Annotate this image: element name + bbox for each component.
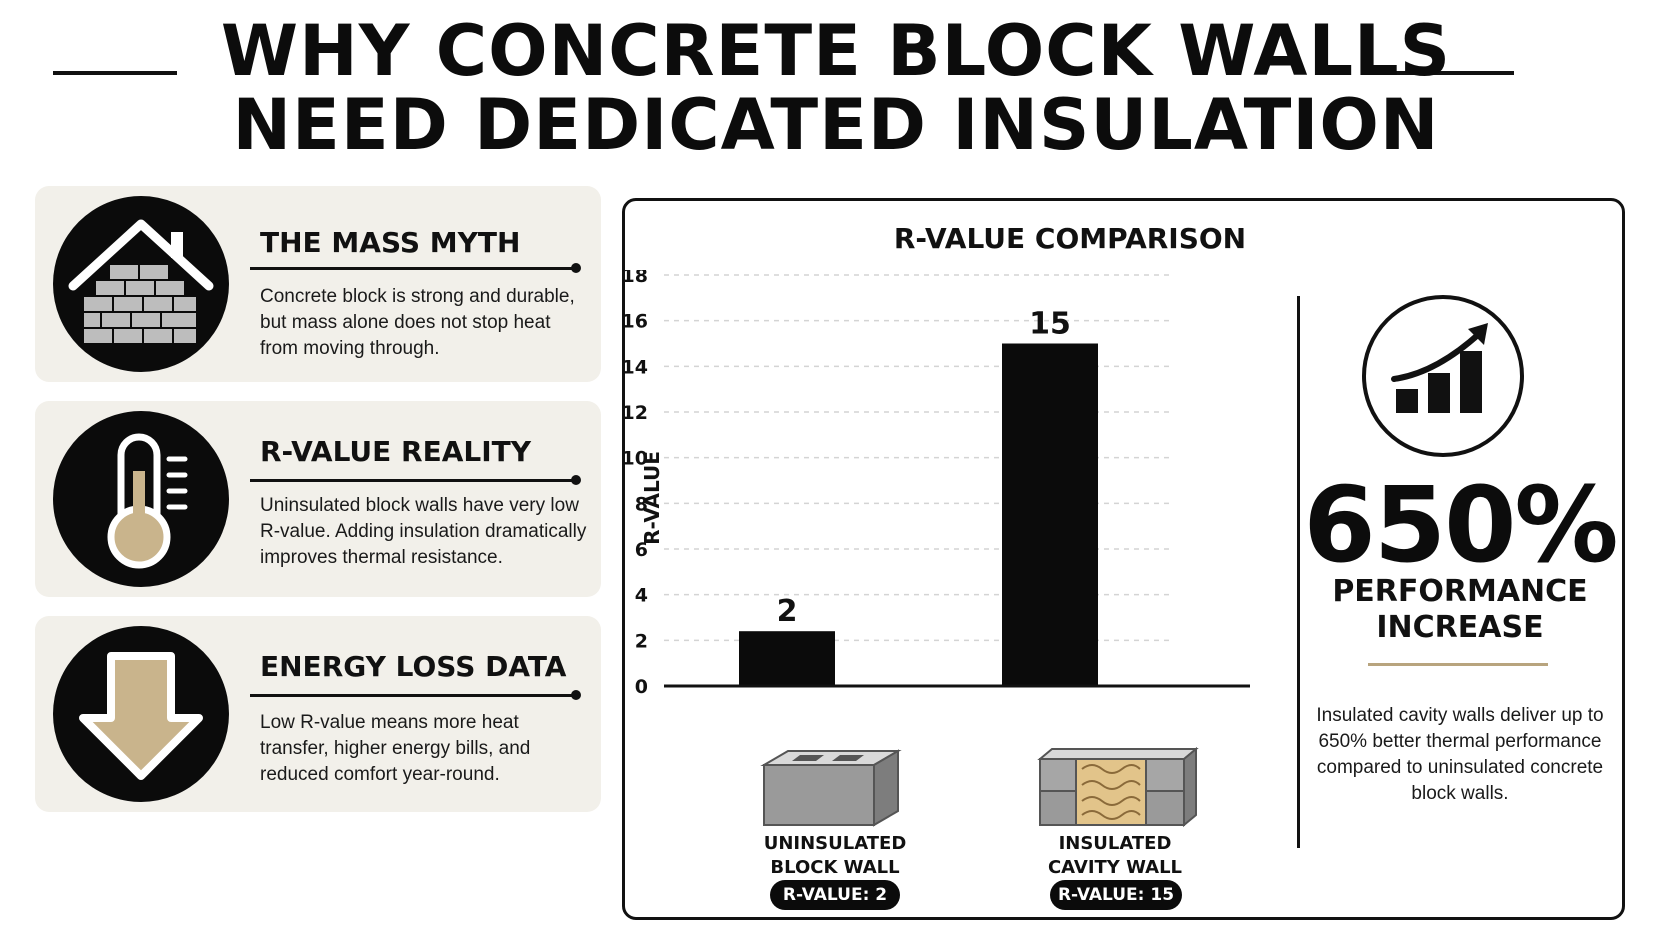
card-rule-dot: [571, 690, 581, 700]
y-tick-label: 16: [622, 311, 648, 333]
category-label-insulated-line1: INSULATED: [1058, 833, 1172, 854]
panel-divider: [1297, 296, 1300, 848]
performance-label-line2: INCREASE: [1376, 610, 1544, 645]
card-title: ENERGY LOSS DATA: [260, 650, 567, 683]
category-label-uninsulated-line1: UNINSULATED: [763, 833, 907, 854]
card-rule: [250, 479, 576, 482]
chart-title: R-VALUE COMPARISON: [893, 222, 1247, 255]
card-energy-loss-data: ENERGY LOSS DATA Low R-value means more …: [35, 616, 601, 812]
y-tick-label: 2: [635, 630, 648, 652]
y-axis-label: R-VALUE: [640, 451, 664, 545]
card-text: Uninsulated block walls have very low R-…: [260, 495, 587, 568]
card-rule-dot: [571, 263, 581, 273]
down-arrow-icon: [53, 626, 229, 802]
card-mass-myth: THE MASS MYTH Concrete block is strong a…: [35, 186, 601, 382]
highlight-rule: [1368, 663, 1548, 666]
y-tick-label: 10: [622, 448, 648, 470]
performance-label-line1: PERFORMANCE: [1332, 574, 1588, 609]
y-tick-label: 4: [635, 585, 648, 607]
y-tick-label: 12: [622, 402, 648, 424]
card-rule: [250, 694, 576, 697]
card-rule-dot: [571, 475, 581, 485]
category-label-insulated-line2: CAVITY WALL: [1047, 857, 1183, 878]
r-value-badge-insulated: R-VALUE: 15: [1050, 880, 1182, 910]
title-rule-left: [53, 71, 177, 75]
card-rule: [250, 267, 576, 270]
y-tick-label: 8: [635, 493, 648, 515]
y-tick-label: 6: [635, 539, 648, 561]
concrete-block-icon: [760, 749, 902, 827]
card-text: Concrete block is strong and durable, bu…: [260, 286, 575, 359]
r-value-badge-uninsulated: R-VALUE: 2: [770, 880, 900, 910]
card-r-value-reality: R-VALUE REALITY Uninsulated block walls …: [35, 401, 601, 597]
card-title: THE MASS MYTH: [260, 226, 521, 259]
thermometer-icon: [53, 411, 229, 587]
highlight-description: Insulated cavity walls deliver up to 650…: [1316, 705, 1604, 804]
insulated-wall-icon: [1037, 746, 1199, 828]
growth-chart-icon: [1362, 295, 1524, 457]
y-tick-label: 0: [635, 676, 648, 698]
y-tick-label: 14: [622, 356, 648, 378]
card-text: Low R-value means more heat transfer, hi…: [260, 712, 531, 785]
bar-data-label: 15: [1029, 307, 1071, 342]
card-title: R-VALUE REALITY: [260, 435, 532, 468]
r-value-bar-chart: 0 2 4 6 8 10 12 14 16 18 2 15 R-VALUE: [622, 270, 1250, 698]
title-rule-right: [1390, 71, 1514, 75]
page-title-line1: WHY CONCRETE BLOCK WALLS: [220, 10, 1452, 92]
y-tick-label: 18: [622, 270, 648, 287]
brick-house-icon: [53, 196, 229, 372]
bar-uninsulated: [739, 631, 835, 686]
page-title-line2: NEED DEDICATED INSULATION: [232, 84, 1440, 166]
bar-insulated: [1002, 343, 1098, 686]
category-label-uninsulated-line2: BLOCK WALL: [770, 857, 900, 878]
bar-data-label: 2: [777, 594, 798, 629]
performance-percent: 650%: [1303, 464, 1618, 586]
